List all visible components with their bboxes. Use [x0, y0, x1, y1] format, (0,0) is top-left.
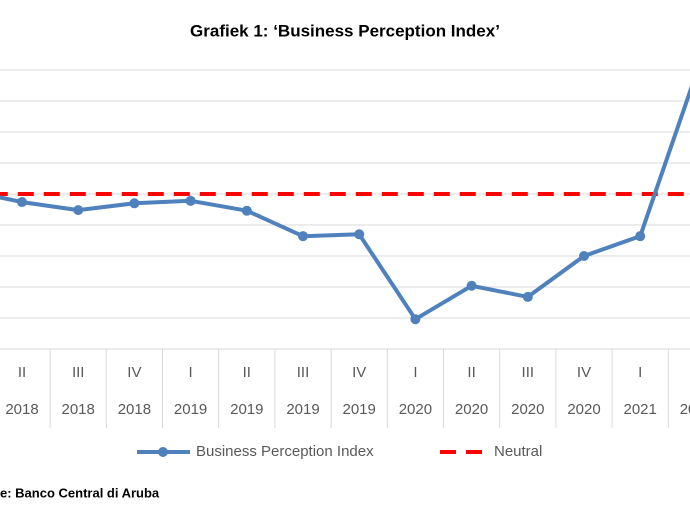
- x-tick-label: IV: [127, 364, 141, 381]
- x-tick-label: 2020: [455, 401, 488, 418]
- x-tick-label: III: [522, 364, 535, 381]
- data-point: [354, 229, 365, 240]
- x-tick-label: I: [638, 364, 642, 381]
- x-tick-label: 2018: [62, 401, 95, 418]
- x-tick-label: 2021: [624, 401, 657, 418]
- legend-marker: [158, 447, 168, 457]
- data-point: [466, 280, 477, 291]
- data-point: [73, 205, 84, 216]
- data-point: [410, 314, 421, 325]
- data-line: [0, 85, 690, 322]
- data-point: [241, 205, 252, 216]
- x-tick-label: III: [297, 364, 310, 381]
- data-point: [522, 291, 533, 302]
- x-tick-label: 2018: [118, 401, 151, 418]
- x-tick-label: 2018: [5, 401, 38, 418]
- data-point: [17, 197, 27, 208]
- x-tick-label: IV: [352, 364, 366, 381]
- x-tick-label: IV: [577, 364, 591, 381]
- x-tick-label: 2019: [343, 401, 376, 418]
- legend-label: Business Perception Index: [196, 443, 374, 460]
- x-tick-label: I: [189, 364, 193, 381]
- data-point: [635, 231, 646, 242]
- data-point: [298, 231, 308, 242]
- x-tick-label: 2021: [680, 401, 690, 418]
- x-tick-label: 2020: [399, 401, 432, 418]
- legend-label: Neutral: [494, 443, 542, 460]
- x-tick-label: I: [413, 364, 417, 381]
- data-point: [185, 195, 196, 206]
- data-point: [579, 251, 589, 261]
- x-tick-label: III: [72, 364, 85, 381]
- data-point: [129, 198, 140, 209]
- x-tick-label: II: [467, 364, 475, 381]
- x-tick-label: 2019: [174, 401, 207, 418]
- x-tick-label: 2020: [511, 401, 544, 418]
- x-tick-label: 2020: [567, 401, 600, 418]
- x-tick-label: II: [243, 364, 251, 381]
- x-tick-label: 2019: [230, 401, 263, 418]
- source: e: Banco Central di Aruba: [0, 485, 160, 500]
- chart-title: Grafiek 1: ‘Business Perception Index’: [190, 21, 500, 40]
- x-tick-label: II: [18, 364, 26, 381]
- x-tick-label: 2019: [286, 401, 319, 418]
